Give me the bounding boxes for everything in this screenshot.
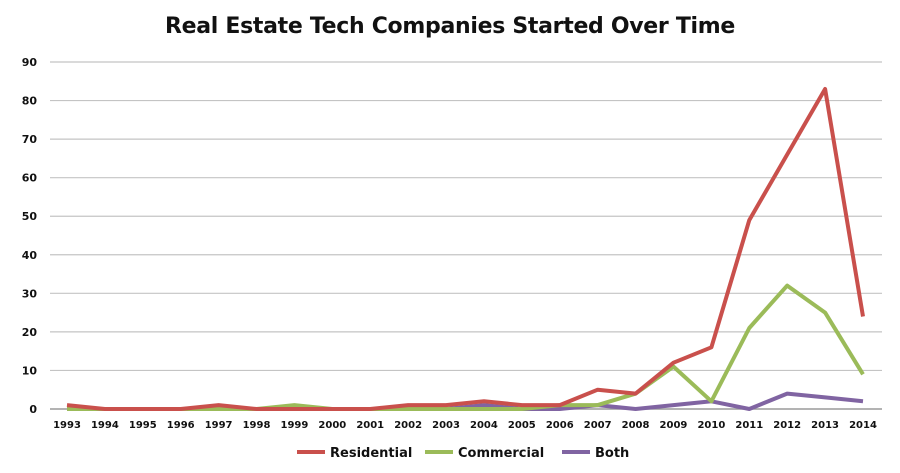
x-tick-label: 2007 [584, 420, 612, 431]
x-tick-label: 2005 [508, 420, 536, 431]
y-tick-label: 60 [22, 172, 38, 185]
x-tick-label: 2008 [622, 420, 650, 431]
x-tick-label: 2003 [432, 420, 460, 431]
x-tick-label: 2012 [773, 420, 801, 431]
x-axis-ticks: 1993 1994 1995 1996 1997 1998 1999 2000 2001 2002… [53, 420, 877, 431]
x-tick-label: 1999 [281, 420, 309, 431]
y-tick-label: 50 [22, 210, 38, 223]
x-tick-label: 2006 [546, 420, 574, 431]
y-tick-label: 0 [29, 403, 37, 416]
legend-label-residential: Residential [330, 446, 412, 461]
x-tick-label: 1993 [53, 420, 81, 431]
x-tick-label: 1994 [91, 420, 119, 431]
x-tick-label: 2010 [697, 420, 725, 431]
y-axis-ticks: 0 10 20 30 40 50 60 70 80 90 [22, 56, 38, 416]
legend: Residential Commercial Both [297, 446, 629, 461]
x-tick-label: 2002 [394, 420, 422, 431]
y-tick-label: 90 [22, 56, 38, 69]
x-tick-label: 1996 [167, 420, 195, 431]
x-tick-label: 2014 [849, 420, 877, 431]
y-tick-label: 10 [22, 364, 38, 377]
legend-label-commercial: Commercial [458, 446, 544, 461]
x-tick-label: 2000 [318, 420, 346, 431]
chart-title: Real Estate Tech Companies Started Over … [164, 14, 736, 39]
y-tick-label: 40 [22, 249, 38, 262]
x-tick-label: 2013 [811, 420, 839, 431]
y-tick-label: 70 [22, 133, 38, 146]
x-tick-label: 1998 [243, 420, 271, 431]
x-tick-label: 1995 [129, 420, 157, 431]
y-tick-label: 80 [22, 95, 38, 108]
x-tick-label: 2004 [470, 420, 498, 431]
x-tick-label: 2011 [735, 420, 763, 431]
x-tick-label: 2001 [356, 420, 384, 431]
legend-label-both: Both [595, 446, 629, 461]
x-tick-label: 1997 [205, 420, 233, 431]
y-tick-label: 30 [22, 287, 38, 300]
gridlines [50, 61, 882, 410]
series-line-commercial [67, 283, 865, 411]
series-line-residential [66, 87, 865, 411]
series-lines [66, 87, 865, 411]
x-tick-label: 2009 [660, 420, 688, 431]
y-tick-label: 20 [22, 326, 38, 339]
